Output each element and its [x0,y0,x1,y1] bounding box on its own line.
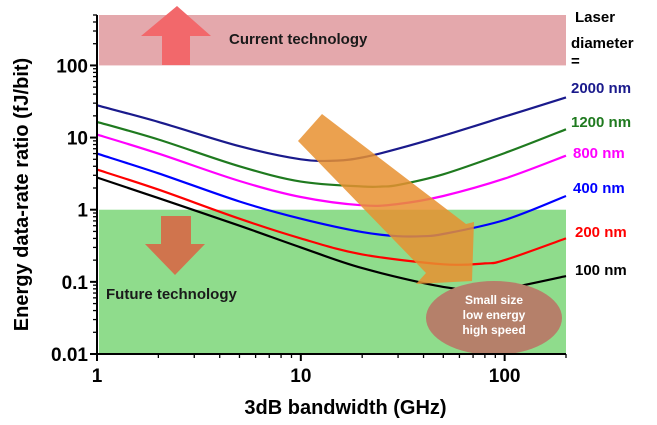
x-axis-title: 3dB bandwidth (GHz) [244,397,446,419]
x-tick-label: 1 [92,366,103,387]
annotation-text-line: high speed [462,323,525,337]
annotation-text-line: Small size [465,293,523,307]
series-label: 800 nm [573,145,625,162]
series-label: 2000 nm [571,80,631,97]
y-tick-label: 10 [67,129,88,150]
y-tick-label: 0.1 [62,273,89,294]
annotation-text-line: low energy [463,308,526,322]
legend-title-line: = [571,53,580,70]
up-arrow-icon [141,6,211,65]
series-line-400-nm [96,152,567,238]
legend-title-line: Laser [575,9,615,26]
y-tick-label: 0.01 [51,345,88,366]
series-label: 400 nm [573,180,625,197]
series-line-200-nm [96,168,567,266]
down-arrow-icon [145,216,205,275]
diagonal-arrow-icon [298,114,474,284]
x-tick-label: 10 [290,366,311,387]
legend-title-line: diameter [571,35,634,52]
y-tick-label: 100 [56,56,88,77]
current-technology-label: Current technology [229,31,368,48]
y-axis-title: Energy data-rate ratio (fJ/bit) [11,58,33,331]
annotation-oval [426,281,562,355]
series-label: 200 nm [575,224,627,241]
y-tick-label: 1 [77,201,88,222]
future-technology-label: Future technology [106,286,237,303]
series-label: 1200 nm [571,114,631,131]
series-label: 100 nm [575,262,627,279]
x-tick-label: 100 [489,366,521,387]
